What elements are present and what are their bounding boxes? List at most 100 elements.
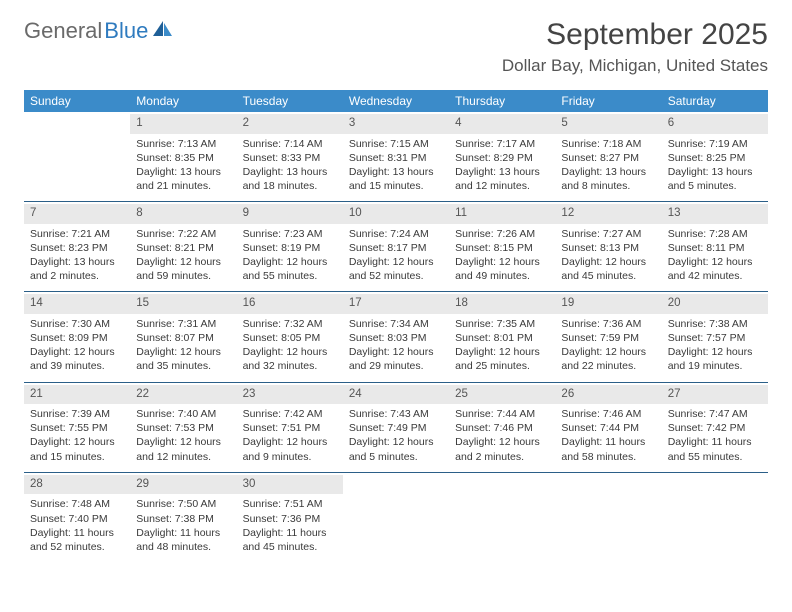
daylight-text: Daylight: 13 hours xyxy=(136,165,230,179)
daylight-text: and 59 minutes. xyxy=(136,269,230,283)
sunrise-text: Sunrise: 7:23 AM xyxy=(243,227,337,241)
day-number: 1 xyxy=(130,114,236,134)
daylight-text: Daylight: 12 hours xyxy=(243,255,337,269)
sunset-text: Sunset: 7:55 PM xyxy=(30,421,124,435)
sunrise-text: Sunrise: 7:15 AM xyxy=(349,137,443,151)
sunrise-text: Sunrise: 7:39 AM xyxy=(30,407,124,421)
logo-text-general: General xyxy=(24,18,102,44)
daylight-text: Daylight: 11 hours xyxy=(668,435,762,449)
day-number: 17 xyxy=(343,294,449,314)
daylight-text: and 15 minutes. xyxy=(30,450,124,464)
day-cell: 2Sunrise: 7:14 AMSunset: 8:33 PMDaylight… xyxy=(237,112,343,201)
day-cell: 27Sunrise: 7:47 AMSunset: 7:42 PMDayligh… xyxy=(662,383,768,472)
day-cell: 22Sunrise: 7:40 AMSunset: 7:53 PMDayligh… xyxy=(130,383,236,472)
daylight-text: and 2 minutes. xyxy=(455,450,549,464)
daylight-text: Daylight: 13 hours xyxy=(349,165,443,179)
sunrise-text: Sunrise: 7:18 AM xyxy=(561,137,655,151)
sunset-text: Sunset: 7:46 PM xyxy=(455,421,549,435)
daylight-text: and 12 minutes. xyxy=(455,179,549,193)
daylight-text: and 55 minutes. xyxy=(243,269,337,283)
daylight-text: Daylight: 11 hours xyxy=(30,526,124,540)
day-cell: 17Sunrise: 7:34 AMSunset: 8:03 PMDayligh… xyxy=(343,292,449,381)
daylight-text: and 55 minutes. xyxy=(668,450,762,464)
sunset-text: Sunset: 8:23 PM xyxy=(30,241,124,255)
sunset-text: Sunset: 8:35 PM xyxy=(136,151,230,165)
week-row: 21Sunrise: 7:39 AMSunset: 7:55 PMDayligh… xyxy=(24,382,768,472)
day-number: 10 xyxy=(343,204,449,224)
day-number: 8 xyxy=(130,204,236,224)
sunrise-text: Sunrise: 7:14 AM xyxy=(243,137,337,151)
sunset-text: Sunset: 7:38 PM xyxy=(136,512,230,526)
day-cell: 23Sunrise: 7:42 AMSunset: 7:51 PMDayligh… xyxy=(237,383,343,472)
day-cell xyxy=(662,473,768,562)
sunrise-text: Sunrise: 7:17 AM xyxy=(455,137,549,151)
sunset-text: Sunset: 8:03 PM xyxy=(349,331,443,345)
day-cell: 8Sunrise: 7:22 AMSunset: 8:21 PMDaylight… xyxy=(130,202,236,291)
day-number: 13 xyxy=(662,204,768,224)
daylight-text: and 39 minutes. xyxy=(30,359,124,373)
sunset-text: Sunset: 7:59 PM xyxy=(561,331,655,345)
month-title: September 2025 xyxy=(502,18,768,52)
sunrise-text: Sunrise: 7:31 AM xyxy=(136,317,230,331)
dayname-wednesday: Wednesday xyxy=(343,90,449,112)
day-cell: 12Sunrise: 7:27 AMSunset: 8:13 PMDayligh… xyxy=(555,202,661,291)
daylight-text: and 58 minutes. xyxy=(561,450,655,464)
dayname-tuesday: Tuesday xyxy=(237,90,343,112)
weeks-container: 1Sunrise: 7:13 AMSunset: 8:35 PMDaylight… xyxy=(24,112,768,562)
daylight-text: Daylight: 12 hours xyxy=(243,435,337,449)
sunrise-text: Sunrise: 7:24 AM xyxy=(349,227,443,241)
day-cell: 21Sunrise: 7:39 AMSunset: 7:55 PMDayligh… xyxy=(24,383,130,472)
sunset-text: Sunset: 8:07 PM xyxy=(136,331,230,345)
daylight-text: Daylight: 12 hours xyxy=(349,435,443,449)
daylight-text: Daylight: 13 hours xyxy=(561,165,655,179)
daylight-text: Daylight: 12 hours xyxy=(455,435,549,449)
sunset-text: Sunset: 7:51 PM xyxy=(243,421,337,435)
sunrise-text: Sunrise: 7:19 AM xyxy=(668,137,762,151)
sunrise-text: Sunrise: 7:47 AM xyxy=(668,407,762,421)
day-number: 14 xyxy=(24,294,130,314)
daylight-text: Daylight: 12 hours xyxy=(455,345,549,359)
sunrise-text: Sunrise: 7:35 AM xyxy=(455,317,549,331)
day-cell: 18Sunrise: 7:35 AMSunset: 8:01 PMDayligh… xyxy=(449,292,555,381)
daylight-text: Daylight: 13 hours xyxy=(455,165,549,179)
day-cell: 6Sunrise: 7:19 AMSunset: 8:25 PMDaylight… xyxy=(662,112,768,201)
daylight-text: and 8 minutes. xyxy=(561,179,655,193)
day-cell: 14Sunrise: 7:30 AMSunset: 8:09 PMDayligh… xyxy=(24,292,130,381)
daylight-text: Daylight: 12 hours xyxy=(136,345,230,359)
daylight-text: Daylight: 12 hours xyxy=(136,255,230,269)
day-cell: 9Sunrise: 7:23 AMSunset: 8:19 PMDaylight… xyxy=(237,202,343,291)
sunset-text: Sunset: 8:19 PM xyxy=(243,241,337,255)
daylight-text: Daylight: 12 hours xyxy=(243,345,337,359)
daylight-text: and 9 minutes. xyxy=(243,450,337,464)
daylight-text: Daylight: 11 hours xyxy=(243,526,337,540)
daylight-text: and 42 minutes. xyxy=(668,269,762,283)
sunset-text: Sunset: 7:36 PM xyxy=(243,512,337,526)
sunrise-text: Sunrise: 7:28 AM xyxy=(668,227,762,241)
day-cell: 26Sunrise: 7:46 AMSunset: 7:44 PMDayligh… xyxy=(555,383,661,472)
sunset-text: Sunset: 7:42 PM xyxy=(668,421,762,435)
day-cell: 19Sunrise: 7:36 AMSunset: 7:59 PMDayligh… xyxy=(555,292,661,381)
sunset-text: Sunset: 8:27 PM xyxy=(561,151,655,165)
daylight-text: and 19 minutes. xyxy=(668,359,762,373)
sunrise-text: Sunrise: 7:42 AM xyxy=(243,407,337,421)
day-number: 25 xyxy=(449,385,555,405)
dayname-friday: Friday xyxy=(555,90,661,112)
header: GeneralBlue September 2025 Dollar Bay, M… xyxy=(24,18,768,76)
dayname-monday: Monday xyxy=(130,90,236,112)
day-number: 22 xyxy=(130,385,236,405)
daylight-text: and 25 minutes. xyxy=(455,359,549,373)
daylight-text: Daylight: 13 hours xyxy=(668,165,762,179)
daylight-text: Daylight: 13 hours xyxy=(30,255,124,269)
day-number: 26 xyxy=(555,385,661,405)
day-cell: 3Sunrise: 7:15 AMSunset: 8:31 PMDaylight… xyxy=(343,112,449,201)
sunset-text: Sunset: 8:21 PM xyxy=(136,241,230,255)
sunset-text: Sunset: 8:15 PM xyxy=(455,241,549,255)
title-block: September 2025 Dollar Bay, Michigan, Uni… xyxy=(502,18,768,76)
daylight-text: and 52 minutes. xyxy=(30,540,124,554)
day-cell: 13Sunrise: 7:28 AMSunset: 8:11 PMDayligh… xyxy=(662,202,768,291)
day-cell: 10Sunrise: 7:24 AMSunset: 8:17 PMDayligh… xyxy=(343,202,449,291)
day-cell: 15Sunrise: 7:31 AMSunset: 8:07 PMDayligh… xyxy=(130,292,236,381)
daylight-text: and 49 minutes. xyxy=(455,269,549,283)
logo: GeneralBlue xyxy=(24,18,174,44)
day-cell: 25Sunrise: 7:44 AMSunset: 7:46 PMDayligh… xyxy=(449,383,555,472)
